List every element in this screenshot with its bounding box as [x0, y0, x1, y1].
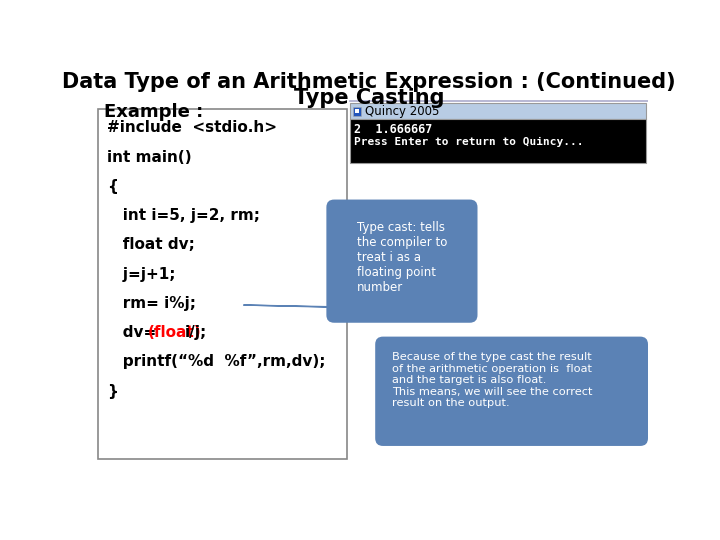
- Text: {: {: [107, 179, 118, 194]
- Text: (float): (float): [148, 325, 201, 340]
- Text: int i=5, j=2, rm;: int i=5, j=2, rm;: [107, 208, 260, 223]
- Text: Example :: Example :: [104, 103, 203, 122]
- FancyBboxPatch shape: [375, 336, 648, 446]
- Text: Data Type of an Arithmetic Expression : (Continued): Data Type of an Arithmetic Expression : …: [62, 72, 676, 92]
- FancyBboxPatch shape: [353, 107, 361, 116]
- Text: i/j;: i/j;: [184, 325, 207, 340]
- Text: printf(“%d  %f”,rm,dv);: printf(“%d %f”,rm,dv);: [107, 354, 325, 369]
- Text: Type Casting: Type Casting: [294, 88, 444, 108]
- Text: j=j+1;: j=j+1;: [107, 267, 176, 281]
- Text: rm= i%j;: rm= i%j;: [107, 296, 196, 311]
- FancyBboxPatch shape: [350, 119, 646, 164]
- Polygon shape: [243, 305, 361, 307]
- Text: Type cast: tells
the compiler to
treat i as a
floating point
number: Type cast: tells the compiler to treat i…: [356, 221, 447, 294]
- Text: Quincy 2005: Quincy 2005: [365, 105, 439, 118]
- Text: int main(): int main(): [107, 150, 192, 165]
- Text: 2  1.666667: 2 1.666667: [354, 123, 433, 136]
- Text: dv=: dv=: [107, 325, 161, 340]
- Text: Press Enter to return to Quincy...: Press Enter to return to Quincy...: [354, 137, 584, 147]
- Text: }: }: [107, 383, 118, 399]
- FancyBboxPatch shape: [326, 200, 477, 323]
- FancyBboxPatch shape: [98, 110, 347, 459]
- Text: Because of the type cast the result
of the arithmetic operation is  float
and th: Because of the type cast the result of t…: [392, 352, 593, 408]
- Text: #include  <stdio.h>: #include <stdio.h>: [107, 120, 277, 135]
- FancyBboxPatch shape: [355, 110, 359, 113]
- Text: float dv;: float dv;: [107, 237, 195, 252]
- FancyBboxPatch shape: [350, 103, 646, 119]
